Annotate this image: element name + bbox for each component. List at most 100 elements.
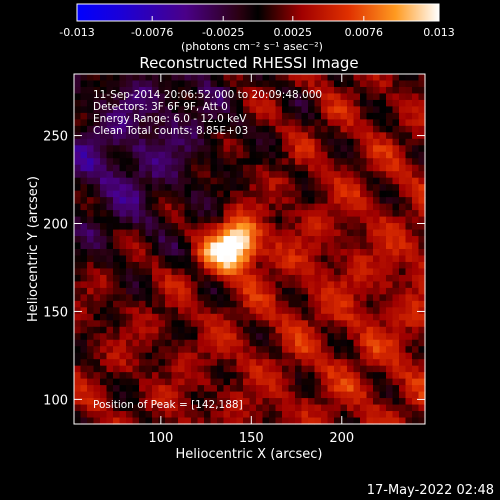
heatmap-cell (126, 93, 134, 101)
heatmap-cell (165, 184, 173, 192)
heatmap-cell (74, 203, 82, 211)
heatmap-cell (366, 216, 374, 224)
heatmap-cell (178, 287, 186, 295)
heatmap-cell (197, 411, 205, 419)
heatmap-cell (399, 164, 407, 172)
heatmap-cell (119, 132, 127, 140)
heatmap-cell (197, 274, 205, 283)
heatmap-cell (93, 313, 101, 321)
heatmap-cell (191, 326, 199, 334)
heatmap-cell (139, 385, 147, 393)
heatmap-cell (295, 333, 303, 341)
heatmap-cell (412, 385, 420, 393)
heatmap-cell (87, 398, 95, 406)
heatmap-cell (106, 93, 114, 101)
heatmap-cell (275, 417, 283, 425)
heatmap-cell (165, 307, 173, 315)
heatmap-cell (334, 281, 342, 289)
heatmap-cell (230, 281, 238, 289)
heatmap-cell (314, 171, 322, 179)
heatmap-cell (158, 242, 166, 250)
heatmap-cell (353, 417, 361, 425)
heatmap-cell (119, 287, 127, 295)
heatmap-cell (288, 281, 296, 289)
heatmap-cell (145, 404, 153, 412)
heatmap-cell (230, 346, 238, 354)
heatmap-cell (171, 339, 179, 347)
heatmap-cell (113, 242, 121, 250)
heatmap-cell (418, 125, 426, 133)
heatmap-cell (171, 372, 179, 380)
peak-position-label: Position of Peak = [142,188] (93, 399, 243, 411)
heatmap-cell (145, 333, 153, 341)
heatmap-cell (80, 132, 88, 140)
heatmap-cell (178, 411, 186, 419)
heatmap-cell (106, 365, 114, 373)
heatmap-cell (256, 197, 264, 205)
heatmap-cell (353, 300, 361, 308)
heatmap-cell (288, 164, 296, 172)
heatmap-cell (308, 164, 316, 172)
heatmap-cell (210, 398, 218, 406)
heatmap-cell (165, 151, 173, 159)
heatmap-cell (386, 119, 394, 127)
heatmap-cell (171, 93, 179, 101)
heatmap-cell (230, 158, 238, 166)
heatmap-cell (256, 307, 264, 315)
heatmap-cell (217, 197, 225, 205)
heatmap-cell (145, 287, 153, 295)
heatmap-cell (204, 281, 212, 289)
heatmap-cell (139, 106, 147, 114)
heatmap-cell (197, 223, 205, 231)
heatmap-cell (418, 313, 426, 321)
heatmap-cell (373, 242, 381, 250)
heatmap-cell (295, 86, 303, 95)
heatmap-cell (171, 333, 179, 341)
heatmap-cell (360, 391, 368, 399)
heatmap-cell (399, 216, 407, 224)
heatmap-cell (171, 210, 179, 218)
heatmap-cell (243, 132, 251, 140)
heatmap-cell (119, 210, 127, 218)
heatmap-cell (360, 138, 368, 146)
heatmap-cell (217, 132, 225, 140)
heatmap-cell (412, 223, 420, 231)
heatmap-cell (314, 294, 322, 302)
heatmap-cell (360, 171, 368, 179)
heatmap-cell (178, 106, 186, 114)
heatmap-cell (100, 385, 108, 393)
heatmap-cell (113, 333, 121, 341)
heatmap-cell (152, 372, 160, 380)
heatmap-cell (282, 385, 290, 393)
heatmap-cell (197, 307, 205, 315)
heatmap-cell (366, 138, 374, 146)
heatmap-cell (178, 255, 186, 263)
heatmap-cell (230, 145, 238, 153)
heatmap-cell (360, 307, 368, 315)
heatmap-cell (308, 287, 316, 295)
heatmap-cell (230, 93, 238, 101)
heatmap-cell (366, 80, 374, 88)
heatmap-cell (152, 255, 160, 263)
heatmap-cell (113, 411, 121, 419)
heatmap-cell (74, 151, 82, 159)
heatmap-cell (314, 151, 322, 159)
heatmap-cell (360, 112, 368, 120)
heatmap-cell (412, 99, 420, 108)
heatmap-cell (275, 307, 283, 315)
heatmap-cell (405, 391, 413, 399)
heatmap-cell (74, 80, 82, 88)
heatmap-cell (87, 307, 95, 315)
heatmap-cell (236, 216, 244, 224)
heatmap-cell (100, 398, 108, 406)
heatmap-cell (197, 326, 205, 334)
heatmap-cell (178, 197, 186, 205)
heatmap-cell (223, 164, 231, 172)
heatmap-cell (74, 352, 82, 360)
heatmap-cell (386, 171, 394, 179)
heatmap-cell (223, 333, 231, 341)
heatmap-cell (340, 261, 348, 270)
heatmap-cell (321, 158, 329, 166)
heatmap-cell (236, 242, 244, 250)
heatmap-cell (100, 378, 108, 386)
